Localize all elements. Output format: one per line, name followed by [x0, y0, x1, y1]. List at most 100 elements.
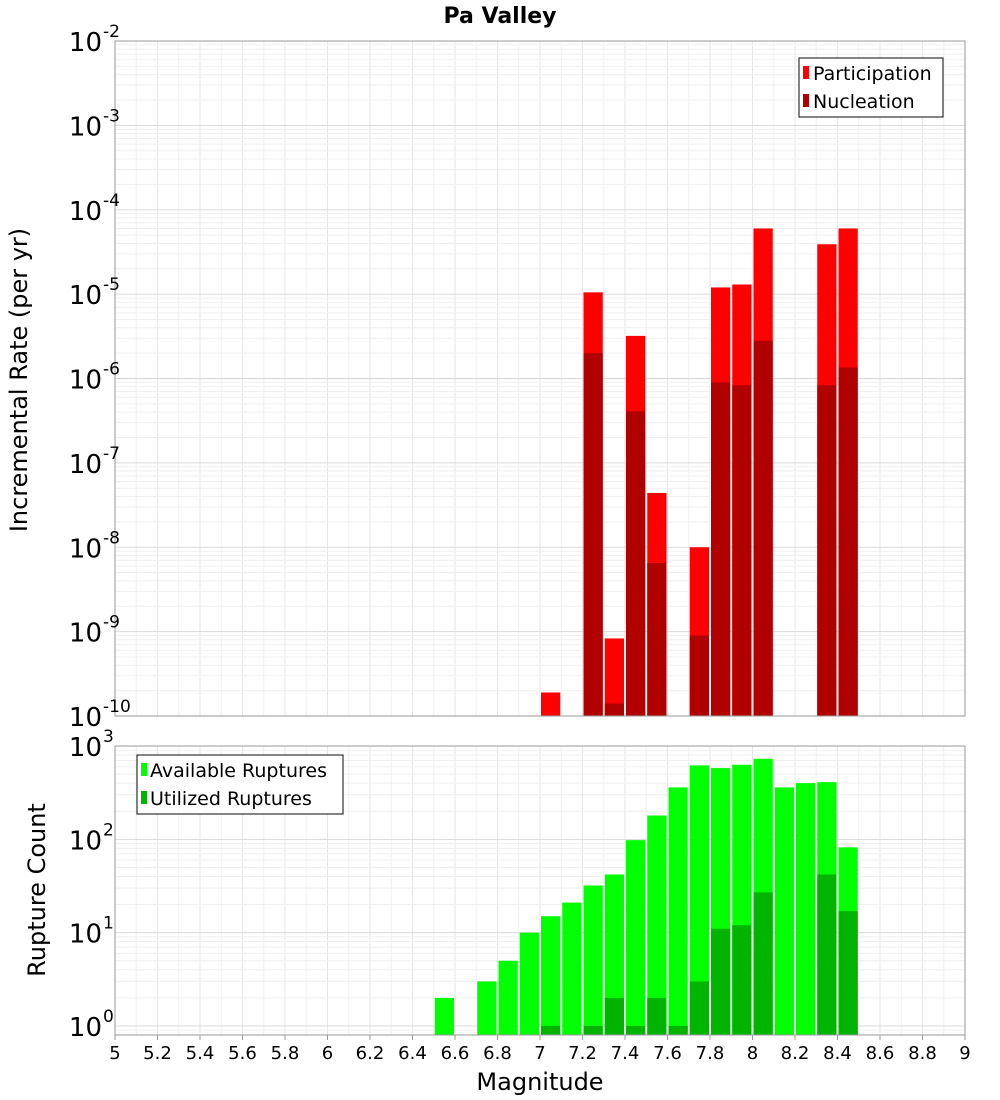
top-ytick-exponent: -6	[103, 360, 120, 380]
bottom-bar-a	[498, 960, 518, 1035]
top-ytick-label: 10	[69, 281, 102, 311]
bottom-legend-box	[136, 754, 344, 815]
bottom-bar-b	[732, 925, 752, 1035]
bottom-bar-a	[519, 932, 539, 1035]
bottom-bar-b	[711, 928, 731, 1035]
top-plot-border	[114, 40, 966, 717]
top-ytick-exponent: -4	[103, 191, 120, 211]
x-tick-label: 5.2	[143, 1043, 172, 1064]
top-ytick-label: 10	[69, 197, 102, 227]
legend-label-participation: Participation	[813, 63, 932, 85]
chart-title: Pa Valley	[443, 4, 556, 29]
top-bar-b	[689, 635, 709, 716]
bottom-y-axis-label: Rupture Count	[23, 803, 51, 977]
legend-label-available: Available Ruptures	[150, 760, 327, 782]
bottom-bar-a	[477, 981, 497, 1035]
x-tick-label: 6.8	[483, 1043, 512, 1064]
x-tick-label: 5.4	[186, 1043, 215, 1064]
bottom-bar-b	[541, 1025, 561, 1035]
legend-swatch-available	[141, 763, 147, 776]
x-tick-label: 7	[534, 1043, 545, 1064]
top-bar-b	[711, 382, 731, 716]
bottom-plot-grid	[114, 746, 966, 1036]
top-bar-b	[732, 385, 752, 716]
legend-swatch-participation	[803, 66, 809, 79]
x-tick-label: 6.4	[398, 1043, 427, 1064]
top-plot-bars	[541, 228, 858, 717]
x-tick-label: 6	[322, 1043, 333, 1064]
x-tick-label: 7.2	[568, 1043, 597, 1064]
x-tick-label: 8.6	[866, 1043, 895, 1064]
x-tick-label: 8.2	[781, 1043, 810, 1064]
bottom-ytick-exponent: 3	[103, 727, 114, 747]
bottom-bar-b	[838, 911, 858, 1035]
x-tick-label: 8.4	[823, 1043, 852, 1064]
bottom-bar-a	[541, 916, 561, 1035]
top-bar-b	[626, 411, 646, 716]
bottom-ytick-label: 10	[69, 1013, 102, 1043]
top-ytick-label: 10	[69, 366, 102, 396]
bottom-legend: Available Ruptures Utilized Ruptures	[136, 754, 344, 815]
bottom-bar-b	[647, 997, 667, 1035]
bottom-bar-b	[583, 1025, 603, 1035]
top-ytick-exponent: -9	[103, 613, 120, 633]
x-tick-label: 5	[109, 1043, 120, 1064]
x-tick-label: 9	[959, 1043, 970, 1064]
top-ytick-exponent: -7	[103, 444, 120, 464]
legend-label-utilized: Utilized Ruptures	[150, 788, 312, 810]
bottom-bar-a	[583, 885, 603, 1035]
bottom-ytick-exponent: 0	[103, 1007, 114, 1027]
legend-swatch-utilized	[141, 791, 147, 804]
x-tick-label: 5.6	[228, 1043, 257, 1064]
bottom-ytick-label: 10	[69, 826, 102, 856]
bottom-bar-a	[689, 765, 709, 1035]
top-bar-a	[541, 692, 561, 716]
top-legend: Participation Nucleation	[798, 57, 944, 118]
legend-label-nucleation: Nucleation	[813, 91, 915, 113]
bottom-bar-a	[796, 783, 816, 1035]
top-ytick-exponent: -5	[103, 275, 120, 295]
top-bar-b	[647, 563, 667, 716]
top-ytick-exponent: -10	[103, 697, 131, 717]
top-bar-b	[753, 340, 773, 716]
top-ytick-exponent: -2	[103, 22, 120, 42]
bottom-bar-a	[626, 840, 646, 1035]
bottom-bar-a	[562, 902, 582, 1035]
bottom-bar-a	[668, 787, 688, 1035]
x-tick-label: 7.6	[653, 1043, 682, 1064]
top-ytick-label: 10	[69, 28, 102, 58]
top-bar-b	[817, 385, 837, 716]
bottom-ytick-label: 10	[69, 920, 102, 950]
bottom-bar-b	[817, 874, 837, 1035]
bottom-bar-a	[604, 874, 624, 1035]
top-bar-b	[604, 703, 624, 716]
bottom-bar-a	[647, 815, 667, 1035]
x-axis-ticks: 5 5.2 5.4 5.6 5.8 6 6.2 6.4 6.6 6.8 7 7.2 7.4 7.6 7.8 8…	[109, 1035, 971, 1064]
x-tick-label: 8	[747, 1043, 758, 1064]
top-legend-box	[798, 57, 944, 118]
top-ytick-label: 10	[69, 450, 102, 480]
top-ytick-label: 10	[69, 534, 102, 564]
top-ytick-exponent: -3	[103, 106, 120, 126]
x-tick-label: 7.4	[611, 1043, 640, 1064]
bottom-bar-b	[626, 1025, 646, 1035]
top-y-axis-label: Incremental Rate (per yr)	[5, 228, 33, 532]
bottom-ytick-exponent: 1	[103, 914, 114, 934]
bottom-plot-bars	[434, 758, 858, 1035]
bottom-bar-b	[689, 981, 709, 1035]
x-tick-label: 6.6	[441, 1043, 470, 1064]
bottom-ytick-label: 10	[69, 733, 102, 763]
top-ytick-exponent: -8	[103, 528, 120, 548]
top-ytick-label: 10	[69, 112, 102, 142]
bottom-ytick-exponent: 2	[103, 820, 114, 840]
x-tick-label: 8.8	[908, 1043, 937, 1064]
bottom-bar-a	[434, 997, 454, 1035]
x-tick-label: 5.8	[271, 1043, 300, 1064]
x-tick-label: 6.2	[356, 1043, 385, 1064]
bottom-bar-b	[753, 892, 773, 1035]
